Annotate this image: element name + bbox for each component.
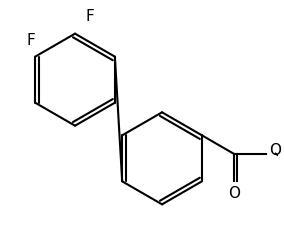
Text: F: F: [27, 33, 36, 48]
Text: O: O: [269, 143, 281, 158]
Text: F: F: [85, 9, 94, 24]
Text: O: O: [228, 186, 240, 201]
